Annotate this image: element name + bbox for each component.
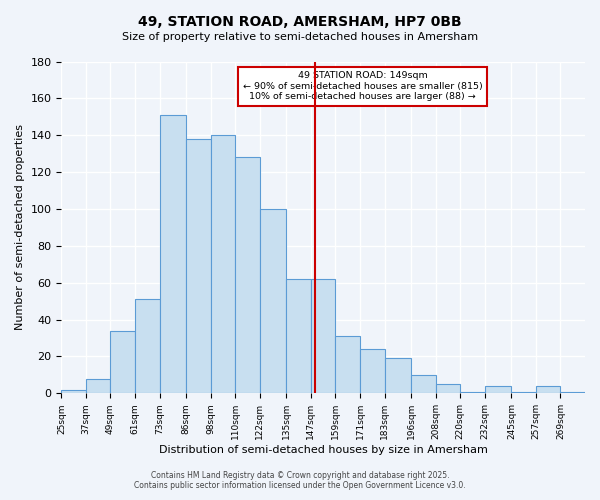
Text: Size of property relative to semi-detached houses in Amersham: Size of property relative to semi-detach… — [122, 32, 478, 42]
Bar — [86, 378, 110, 394]
Bar — [61, 390, 86, 394]
Text: 49, STATION ROAD, AMERSHAM, HP7 0BB: 49, STATION ROAD, AMERSHAM, HP7 0BB — [138, 15, 462, 29]
Bar — [460, 392, 485, 394]
Bar — [311, 279, 335, 394]
Bar — [260, 209, 286, 394]
Bar — [536, 386, 560, 394]
Bar — [385, 358, 411, 394]
Bar — [560, 392, 585, 394]
Bar — [436, 384, 460, 394]
Bar — [235, 158, 260, 394]
X-axis label: Distribution of semi-detached houses by size in Amersham: Distribution of semi-detached houses by … — [159, 445, 488, 455]
Bar — [511, 392, 536, 394]
Text: 49 STATION ROAD: 149sqm
← 90% of semi-detached houses are smaller (815)
10% of s: 49 STATION ROAD: 149sqm ← 90% of semi-de… — [242, 72, 482, 102]
Text: Contains HM Land Registry data © Crown copyright and database right 2025.
Contai: Contains HM Land Registry data © Crown c… — [134, 470, 466, 490]
Bar — [286, 279, 311, 394]
Bar — [160, 115, 186, 394]
Bar — [360, 349, 385, 394]
Bar — [335, 336, 360, 394]
Bar — [110, 330, 135, 394]
Bar — [135, 300, 160, 394]
Bar — [186, 139, 211, 394]
Bar — [411, 375, 436, 394]
Bar — [485, 386, 511, 394]
Bar — [211, 135, 235, 394]
Y-axis label: Number of semi-detached properties: Number of semi-detached properties — [15, 124, 25, 330]
